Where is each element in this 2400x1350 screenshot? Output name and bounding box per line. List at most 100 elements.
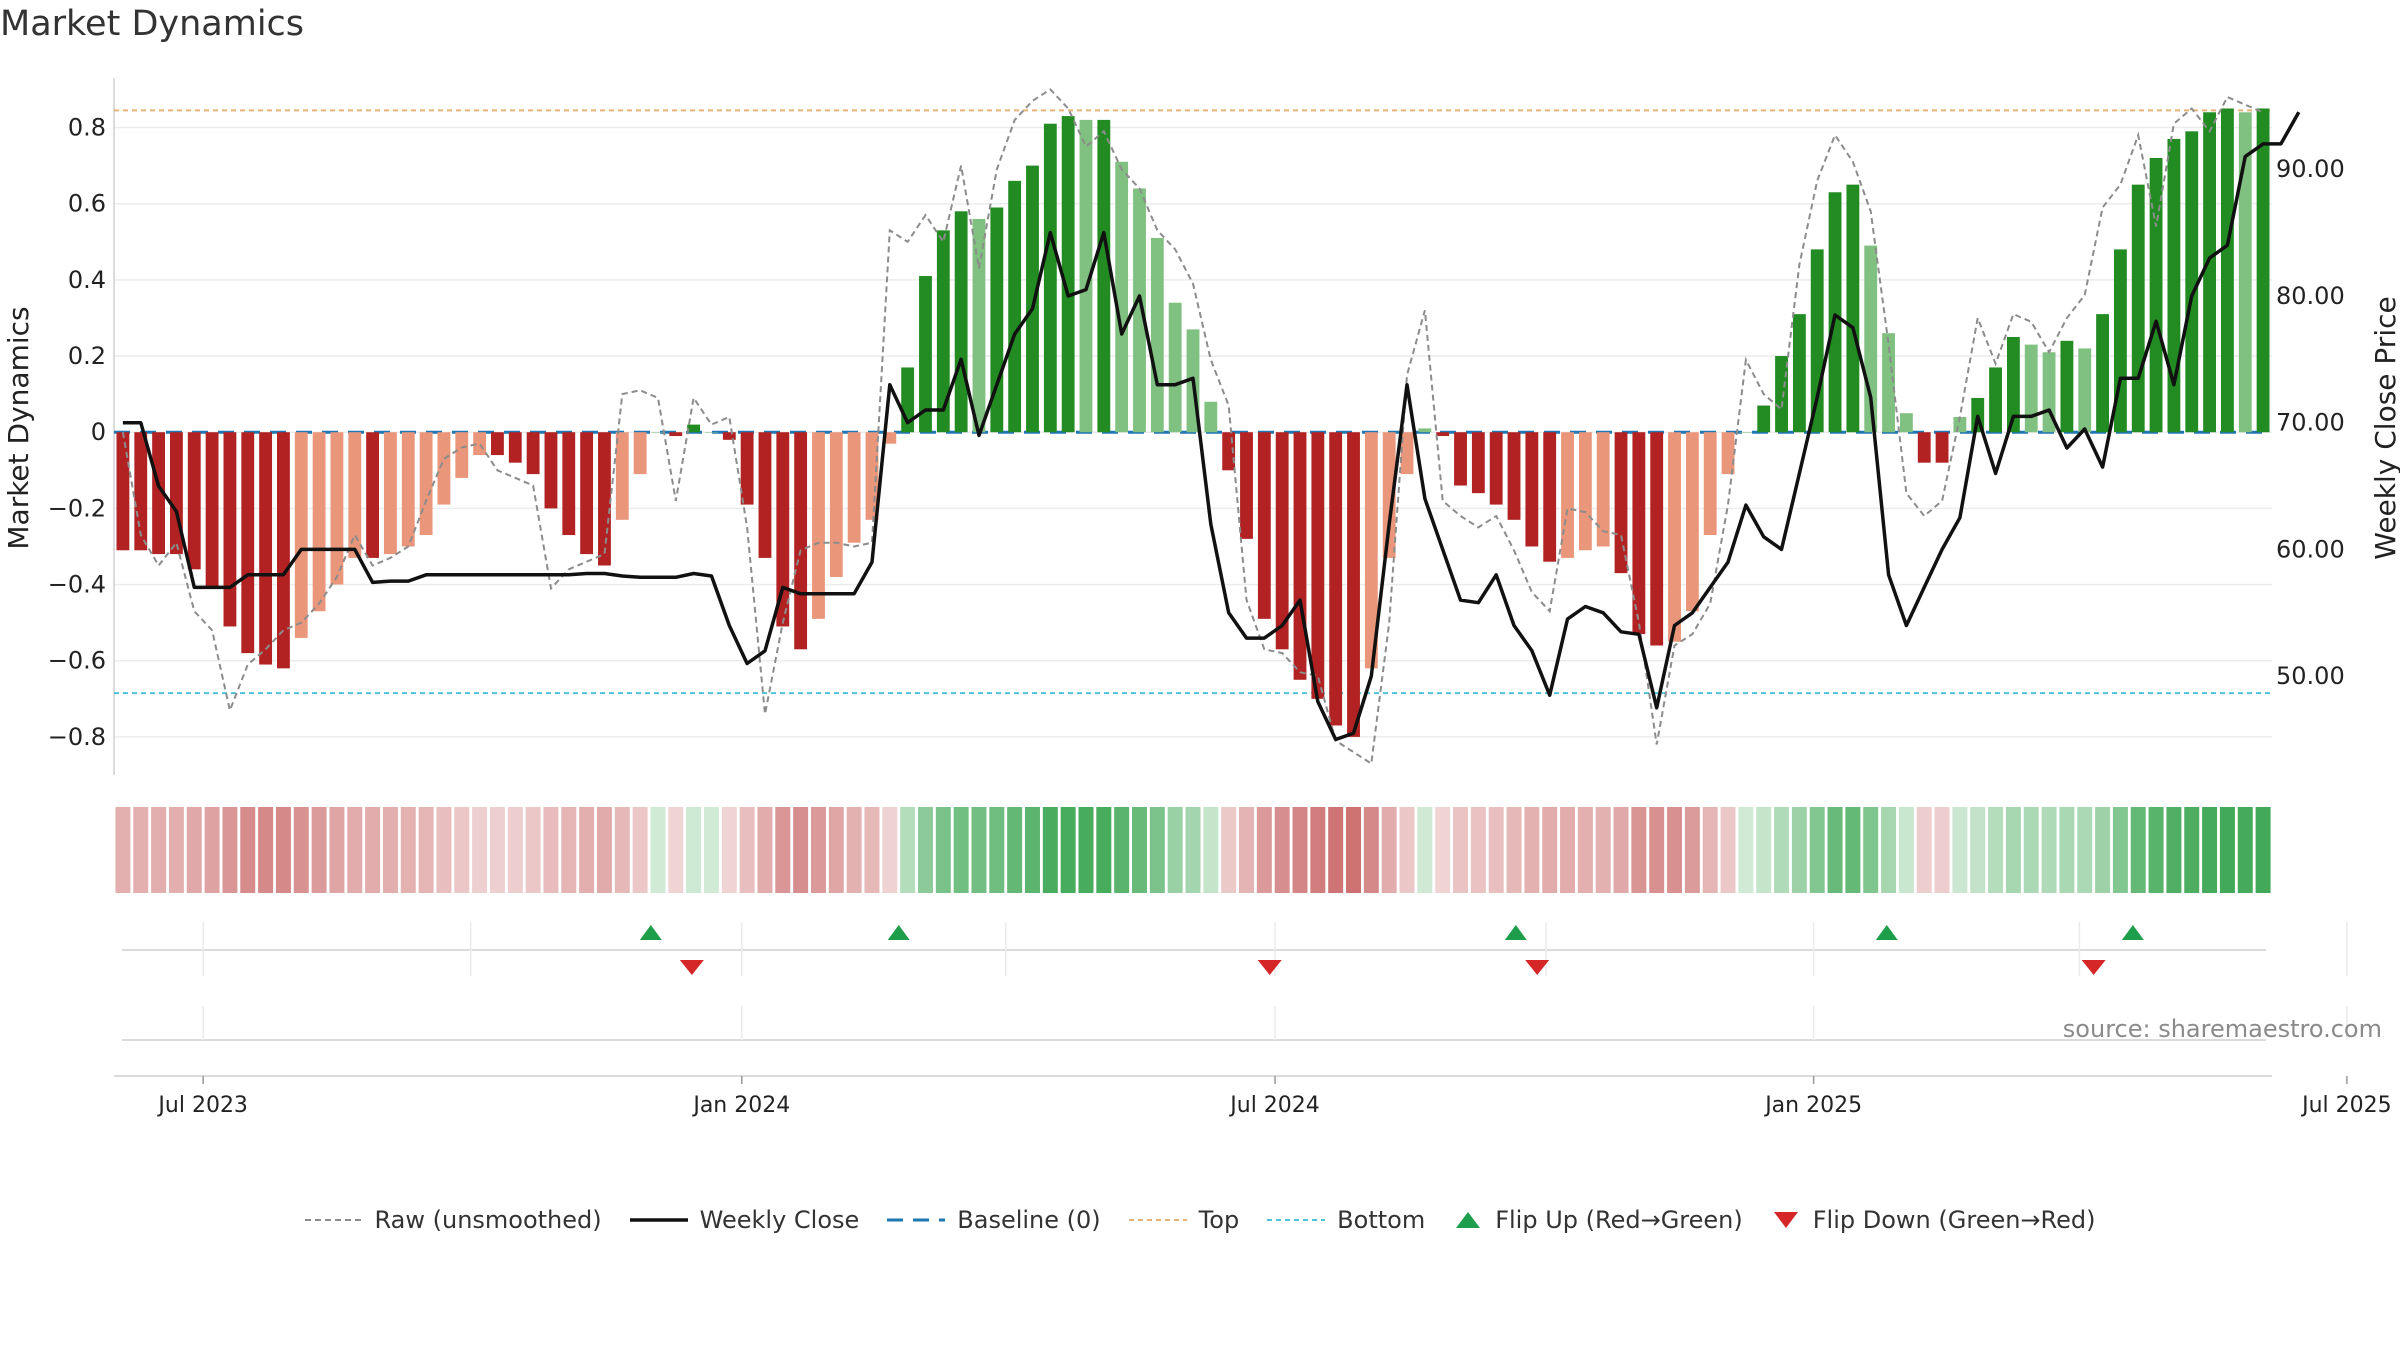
ribbon-cell xyxy=(2077,807,2093,893)
bar xyxy=(1008,180,1022,433)
ribbon-cell xyxy=(1453,807,1469,893)
ribbon-cell xyxy=(810,807,826,893)
ribbon-cell xyxy=(1114,807,1130,893)
ribbon-cell xyxy=(1613,807,1629,893)
ribbon-cell xyxy=(1934,807,1950,893)
bar xyxy=(1382,432,1396,558)
bar xyxy=(187,432,201,570)
ribbon-cell xyxy=(204,807,220,893)
y2-tick-label: 90.00 xyxy=(2276,155,2345,183)
raw-series xyxy=(121,88,2264,766)
ribbon-cell xyxy=(703,807,719,893)
bar xyxy=(1525,432,1539,547)
ribbon-cell xyxy=(1881,807,1897,893)
ribbon-cell xyxy=(2112,807,2128,893)
ribbon-cell xyxy=(1024,807,1040,893)
x-tick-label: Jul 2024 xyxy=(1228,1093,1320,1118)
ribbon-cell xyxy=(347,807,363,893)
bar xyxy=(2006,336,2020,433)
ribbon-cell xyxy=(1845,807,1861,893)
bar xyxy=(205,432,219,589)
bar xyxy=(1150,237,1164,433)
ribbon-cell xyxy=(1738,807,1754,893)
bar xyxy=(277,432,290,669)
ribbon-cell xyxy=(186,807,202,893)
bar xyxy=(223,432,237,627)
legend-label: Baseline (0) xyxy=(957,1206,1101,1234)
ribbon-cell xyxy=(436,807,452,893)
bar xyxy=(330,432,344,585)
ribbon-cell xyxy=(1078,807,1094,893)
ribbon-cell xyxy=(1702,807,1718,893)
bar xyxy=(1650,432,1664,646)
flip-up-marker xyxy=(639,925,662,940)
bar xyxy=(1026,165,1039,433)
bar xyxy=(419,432,433,536)
flip-markers-panel xyxy=(122,922,2348,1041)
bar xyxy=(954,211,968,433)
bar xyxy=(1632,432,1646,635)
ribbon-cell xyxy=(1809,807,1825,893)
ribbon-cell xyxy=(1346,807,1362,893)
bar xyxy=(2256,108,2270,433)
bar xyxy=(615,432,629,520)
chart-title: Market Dynamics xyxy=(0,4,305,44)
ribbon-cell xyxy=(1060,807,1076,893)
bar xyxy=(1828,192,1842,433)
bar xyxy=(455,432,469,478)
x-tick-label: Jan 2024 xyxy=(691,1093,790,1118)
ribbon-cell xyxy=(757,807,773,893)
ribbon-cell xyxy=(133,807,149,893)
bar xyxy=(794,432,808,650)
regime-ribbon xyxy=(115,807,2271,893)
bar xyxy=(348,432,362,558)
ribbon-cell xyxy=(275,807,291,893)
ribbon-cell xyxy=(2184,807,2200,893)
bar xyxy=(1703,432,1717,536)
y2-tick-label: 50.00 xyxy=(2276,662,2345,690)
bar xyxy=(1989,367,2002,433)
bar xyxy=(544,432,558,509)
bar xyxy=(1668,432,1681,642)
legend-item-flip-down: Flip Down (Green→Red) xyxy=(1771,1206,2096,1234)
bar xyxy=(2185,131,2199,433)
bar xyxy=(722,432,736,440)
ribbon-cell xyxy=(543,807,559,893)
bar xyxy=(526,432,540,475)
ribbon-cell xyxy=(828,807,844,893)
ribbon-cell xyxy=(1720,807,1736,893)
bar xyxy=(1721,432,1735,475)
y2-tick-label: 60.00 xyxy=(2276,535,2345,563)
legend-label: Flip Up (Red→Green) xyxy=(1495,1206,1743,1234)
ribbon-cell xyxy=(365,807,381,893)
ribbon-cell xyxy=(1381,807,1397,893)
bar xyxy=(633,432,647,475)
ribbon-cell xyxy=(1417,807,1433,893)
triangle-down-icon xyxy=(1773,1212,1798,1228)
ribbon-cell xyxy=(614,807,630,893)
bar xyxy=(1792,314,1806,433)
ribbon-cell xyxy=(1756,807,1772,893)
bar xyxy=(2060,340,2074,433)
bar xyxy=(2167,138,2181,433)
bar xyxy=(312,432,326,612)
bar xyxy=(1685,432,1699,612)
ribbon-cell xyxy=(2166,807,2182,893)
bar xyxy=(491,432,504,456)
bar xyxy=(687,424,701,433)
ribbon-cell xyxy=(953,807,969,893)
y-tick-label: 0.2 xyxy=(68,342,106,370)
bar xyxy=(2149,157,2163,433)
ribbon-cell xyxy=(864,807,880,893)
bar xyxy=(1204,401,1218,433)
x-axis: Jul 2023 Jan 2024 Jul 2024 Jan 2025 Jul 2025 xyxy=(114,1075,2392,1118)
ribbon-cell xyxy=(2255,807,2271,893)
ribbon-cell xyxy=(1363,807,1379,893)
bar xyxy=(1311,432,1325,699)
bar xyxy=(1561,432,1574,558)
legend-item-close: Weekly Close xyxy=(629,1206,859,1234)
ribbon-cell xyxy=(1185,807,1201,893)
y-tick-label: 0.6 xyxy=(68,190,106,218)
ribbon-cell xyxy=(1524,807,1540,893)
ribbon-cell xyxy=(1399,807,1415,893)
